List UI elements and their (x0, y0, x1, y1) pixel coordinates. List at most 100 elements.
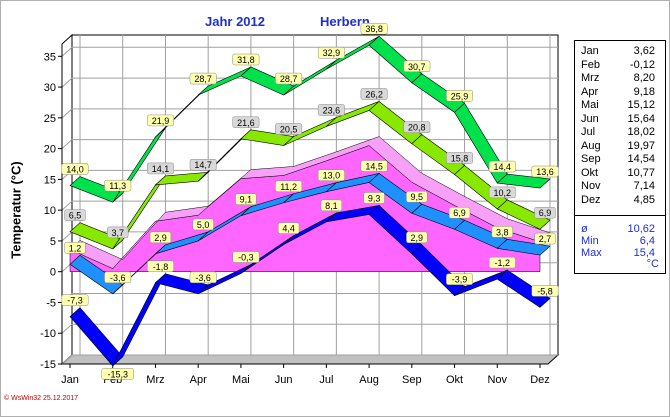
data-label: 14,0 (66, 165, 84, 175)
grid-line-depth (61, 139, 73, 149)
data-label-box (403, 60, 431, 73)
max-label: Max (581, 247, 602, 259)
x-tick-label: Mai (232, 374, 250, 386)
stats-row-okt: Okt 10,77 (581, 167, 661, 180)
stats-month: Nov (581, 180, 601, 192)
y-tick-label: -10 (40, 328, 56, 340)
data-label-box (104, 271, 132, 284)
series-3-segment (496, 269, 551, 308)
data-label-box (149, 231, 172, 244)
data-label: 13,6 (536, 167, 554, 177)
stats-value: 10,77 (627, 166, 655, 179)
y-tick-label: -15 (40, 359, 56, 371)
data-label: 20,8 (408, 123, 426, 133)
data-label-box (488, 160, 516, 173)
data-label: 28,7 (280, 74, 298, 84)
y-tick-label: 35 (44, 51, 56, 63)
data-label: 31,8 (237, 55, 255, 65)
stats-month: Apr (581, 85, 599, 98)
stats-value: 7,14 (633, 180, 655, 192)
data-label-box (317, 46, 345, 59)
data-label: 21,9 (152, 116, 170, 126)
data-label-box (189, 271, 217, 284)
stats-row-jun: Jun 15,64 (581, 113, 661, 126)
min-label: Min (581, 235, 599, 247)
stats-row-dez: Dez 4,85 (581, 194, 661, 207)
stats-panel: Jan 3,62 Feb -0,12 Mrz 8,20 Apr 9,18 Mai 15,12 Jun… (574, 40, 666, 274)
data-label: -15,3 (107, 369, 128, 379)
data-label: 25,9 (451, 91, 469, 101)
data-label: -3,6 (110, 273, 126, 283)
data-label-box (488, 186, 516, 199)
data-label: 10,2 (494, 188, 512, 198)
stats-month: Jan (581, 45, 599, 57)
data-label-box (446, 273, 473, 285)
avg-row: ø 10,62 (581, 223, 661, 236)
y-tick-label: 0 (50, 267, 56, 279)
data-label: 9,3 (368, 193, 381, 203)
stats-row-mai: Mai 15,12 (581, 99, 661, 112)
data-label: -5,8 (537, 286, 553, 296)
stats-value: 15,64 (627, 112, 655, 125)
data-label-box (488, 256, 516, 269)
data-label: 15,8 (451, 153, 469, 163)
data-label-box (275, 123, 303, 135)
stats-value: 3,62 (633, 45, 655, 57)
stats-month: Feb (581, 58, 600, 71)
data-label-box (491, 226, 513, 238)
data-label: 14,1 (152, 164, 170, 174)
title-place: Herbern (320, 14, 370, 29)
stats-row-aug: Aug 19,97 (581, 140, 661, 153)
data-label-box (232, 53, 260, 66)
x-tick-label: Nov (487, 374, 507, 386)
y-tick-label: -5 (46, 297, 56, 309)
y-tick-label: 5 (50, 236, 56, 248)
y-tick-label: 20 (44, 144, 56, 156)
data-label-box (531, 285, 559, 297)
data-label: 6,5 (69, 211, 82, 221)
stats-value: -0,12 (629, 58, 655, 71)
data-label-box (64, 209, 86, 221)
data-label-box (320, 199, 343, 212)
data-label-box (235, 193, 257, 205)
stats-row-apr: Apr 9,18 (581, 86, 661, 99)
data-label: 3,7 (111, 228, 124, 238)
data-label-box (61, 294, 89, 306)
footer-credit: © WsWin32 25.12.2017 (4, 395, 79, 402)
data-label-box (275, 180, 303, 193)
grid-line-depth (61, 77, 73, 88)
y-tick-label: 25 (44, 113, 56, 125)
y-tick-label: 10 (44, 205, 56, 217)
data-label: 23,6 (323, 105, 341, 115)
data-label: -3,6 (195, 273, 211, 283)
data-label-box (531, 165, 559, 178)
stats-value: 8,20 (633, 72, 655, 84)
max-value: 15,4 (633, 247, 655, 259)
data-label: -1,8 (153, 262, 169, 272)
data-label-box (363, 192, 385, 204)
x-tick-label: Mrz (146, 374, 164, 386)
data-label-box (275, 72, 303, 85)
data-label-box (406, 231, 428, 244)
stats-month: Mrz (581, 72, 600, 84)
stats-month: Aug (581, 139, 601, 152)
data-label: 3,8 (496, 227, 509, 237)
plot-side-wall (61, 33, 73, 366)
stats-value: 19,97 (627, 139, 655, 152)
data-label-box (534, 232, 556, 245)
data-label: 2,9 (154, 233, 167, 243)
data-label-box (360, 22, 388, 35)
x-tick-label: Apr (190, 374, 207, 386)
plot-floor (60, 354, 560, 365)
data-label: 6,9 (539, 208, 552, 218)
stats-row-sep: Sep 14,54 (581, 153, 661, 166)
data-label-box (189, 72, 217, 85)
data-label: 4,4 (282, 224, 295, 234)
data-label: 20,5 (280, 125, 298, 135)
grid-line-depth (61, 46, 73, 57)
grid-line-depth (61, 200, 73, 211)
data-label: 9,1 (240, 195, 253, 205)
stats-divider (575, 215, 665, 216)
data-label: -3,9 (452, 275, 468, 285)
